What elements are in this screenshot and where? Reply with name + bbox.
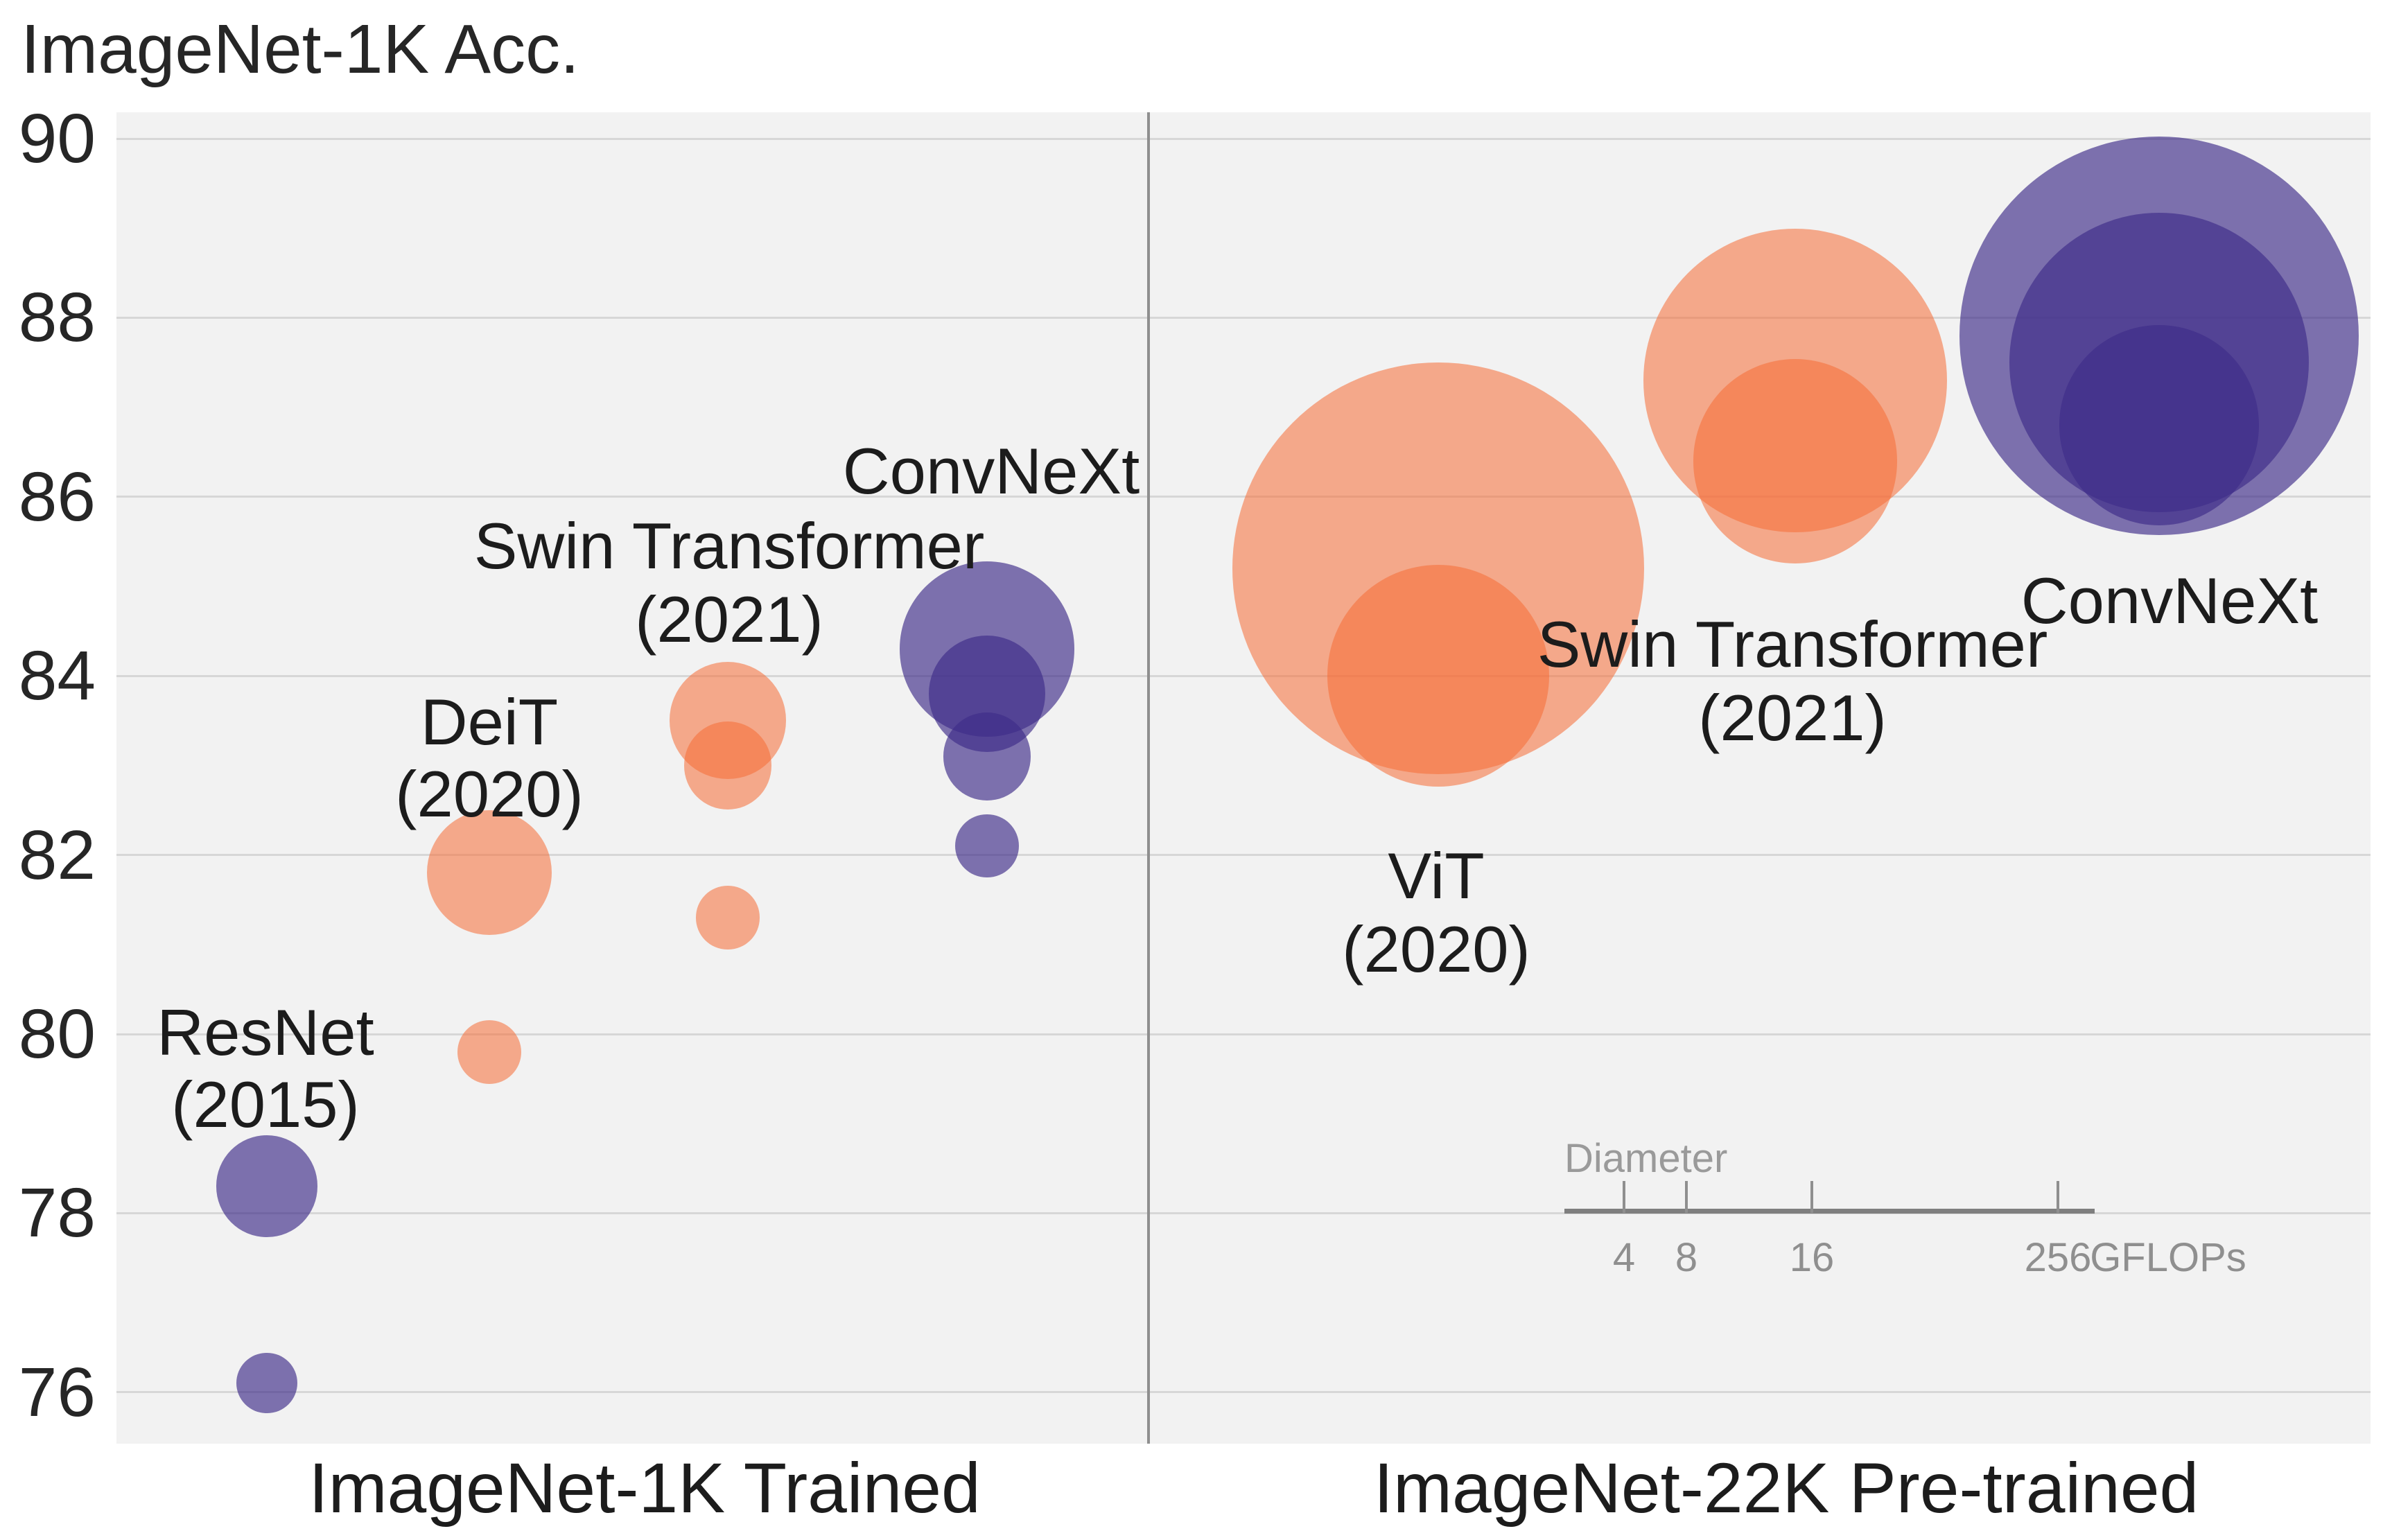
legend-tick-8 (1685, 1181, 1688, 1213)
label-resnet: ResNet (157, 996, 374, 1069)
label-swin-22k-year: (2021) (1698, 681, 1887, 754)
panel-divider-line (1147, 112, 1150, 1444)
y-tick-label-82: 82 (18, 816, 96, 894)
gridline-78 (116, 1211, 2371, 1214)
legend-tick-label-256: 256 (2024, 1235, 2092, 1280)
gridline-80 (116, 1033, 2371, 1035)
label-convnext-22k: ConvNeXt (2020, 564, 2319, 637)
label-swin-1k-year: (2021) (635, 583, 823, 656)
y-axis-title: ImageNet-1K Acc. (21, 10, 579, 88)
label-resnet-year: (2015) (171, 1068, 360, 1141)
gridline-76 (116, 1391, 2371, 1394)
bubble-swin-1k-2 (696, 886, 760, 950)
gridline-90 (116, 137, 2371, 140)
panel-label-1: ImageNet-22K Pre-trained (1373, 1449, 2199, 1528)
bubble-deit-1 (457, 1020, 522, 1084)
label-swin-1k: Swin Transformer (473, 509, 985, 582)
label-vit: ViT (1388, 839, 1485, 912)
y-tick-label-90: 90 (18, 100, 96, 177)
label-deit: DeiT (420, 685, 559, 758)
gridline-86 (116, 496, 2371, 498)
bubble-swin-1k-1 (683, 721, 772, 810)
legend-unit-label: GFLOPs (2090, 1235, 2246, 1280)
bubble-convnext-1k-2 (943, 712, 1031, 800)
gridline-88 (116, 316, 2371, 319)
y-tick-label-88: 88 (18, 279, 96, 357)
bubble-resnet-0 (216, 1135, 318, 1237)
legend-tick-4 (1623, 1181, 1625, 1213)
bubble-swin-22k-1 (1693, 358, 1898, 563)
legend-tick-label-16: 16 (1789, 1235, 1835, 1280)
y-tick-label-86: 86 (18, 457, 96, 536)
y-tick-label-80: 80 (18, 995, 96, 1073)
label-vit-year: (2020) (1342, 913, 1530, 986)
bubble-convnext-1k-3 (955, 814, 1019, 878)
y-tick-label-76: 76 (18, 1353, 96, 1431)
legend-tick-label-4: 4 (1612, 1235, 1636, 1280)
label-deit-year: (2020) (395, 758, 584, 830)
label-convnext-1k: ConvNeXt (842, 435, 1140, 507)
gridline-82 (116, 854, 2371, 857)
legend-axis-line (1564, 1209, 2095, 1214)
panel-label-0: ImageNet-1K Trained (308, 1449, 981, 1528)
bubble-vit-1 (1327, 565, 1550, 787)
gridline-84 (116, 674, 2371, 677)
bubble-resnet-1 (236, 1353, 297, 1414)
legend-tick-256 (2057, 1181, 2059, 1213)
legend-tick-16 (1810, 1181, 1813, 1213)
legend-tick-label-8: 8 (1675, 1235, 1698, 1280)
y-tick-label-78: 78 (18, 1174, 96, 1252)
y-tick-label-84: 84 (18, 637, 96, 715)
bubble-convnext-22k-2 (2059, 325, 2260, 525)
bubble-deit-0 (427, 810, 552, 936)
legend-title: Diameter (1564, 1136, 1728, 1181)
label-swin-22k: Swin Transformer (1537, 608, 2048, 681)
